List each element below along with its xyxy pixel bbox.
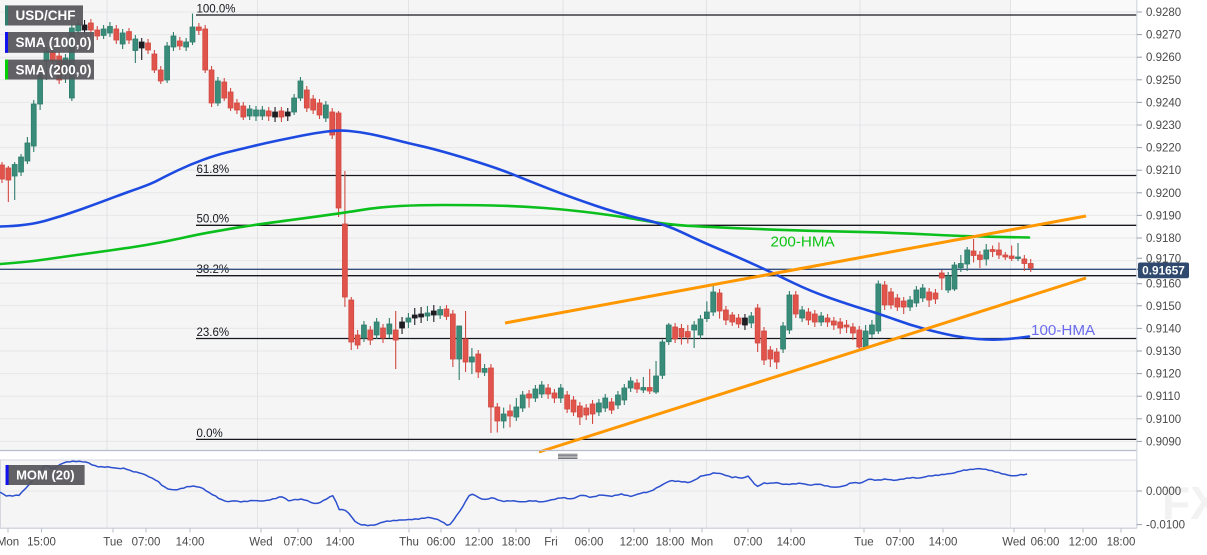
svg-text:18:00: 18:00 [502,537,531,549]
svg-text:50.0%: 50.0% [197,214,230,226]
svg-text:14:00: 14:00 [777,537,806,549]
svg-text:0.9200: 0.9200 [1146,188,1181,200]
svg-text:07:00: 07:00 [132,537,161,549]
svg-text:Fri: Fri [544,537,557,549]
svg-text:0.9250: 0.9250 [1146,75,1181,87]
svg-text:14:00: 14:00 [929,537,958,549]
svg-text:0.0000: 0.0000 [1146,486,1181,498]
svg-text:0.9130: 0.9130 [1146,346,1181,358]
svg-text:Thu: Thu [399,537,419,549]
svg-text:06:00: 06:00 [575,537,604,549]
svg-text:14:00: 14:00 [326,537,355,549]
svg-text:SMA (100,0): SMA (100,0) [16,35,92,50]
svg-text:100-HMA: 100-HMA [1031,322,1096,339]
svg-text:18:00: 18:00 [656,537,685,549]
svg-text:07:00: 07:00 [886,537,915,549]
svg-text:15:00: 15:00 [27,537,56,549]
svg-text:07:00: 07:00 [284,537,313,549]
svg-text:0.9150: 0.9150 [1146,301,1181,313]
svg-text:0.9190: 0.9190 [1146,210,1181,222]
svg-text:FX: FX [1162,477,1207,529]
svg-text:07:00: 07:00 [734,537,763,549]
svg-text:0.91657: 0.91657 [1142,263,1185,277]
svg-text:61.8%: 61.8% [197,164,230,176]
svg-text:200-HMA: 200-HMA [771,234,836,251]
svg-text:0.9140: 0.9140 [1146,323,1181,335]
svg-text:0.9180: 0.9180 [1146,233,1181,245]
svg-text:Wed: Wed [249,537,272,549]
svg-text:Wed: Wed [1002,537,1025,549]
svg-text:Mon: Mon [691,537,713,549]
svg-text:06:00: 06:00 [1031,537,1060,549]
svg-text:100.0%: 100.0% [197,3,236,15]
svg-text:0.9240: 0.9240 [1146,97,1181,109]
svg-text:38.2%: 38.2% [197,264,230,276]
svg-text:0.9160: 0.9160 [1146,279,1181,291]
svg-text:0.9210: 0.9210 [1146,165,1181,177]
svg-text:Mon: Mon [0,537,19,549]
svg-text:12:00: 12:00 [1069,537,1098,549]
svg-text:SMA (200,0): SMA (200,0) [16,62,92,77]
svg-text:0.9260: 0.9260 [1146,52,1181,64]
svg-text:0.9120: 0.9120 [1146,369,1181,381]
svg-text:06:00: 06:00 [427,537,456,549]
svg-text:0.9090: 0.9090 [1146,436,1181,448]
svg-text:Tue: Tue [854,537,873,549]
svg-text:14:00: 14:00 [176,537,205,549]
svg-text:0.0%: 0.0% [197,428,223,440]
svg-text:23.6%: 23.6% [197,327,230,339]
svg-text:18:00: 18:00 [1107,537,1136,549]
svg-text:Tue: Tue [103,537,122,549]
svg-text:0.9100: 0.9100 [1146,414,1181,426]
svg-text:0.9170: 0.9170 [1146,253,1181,265]
svg-text:0.9220: 0.9220 [1146,143,1181,155]
svg-text:0.9270: 0.9270 [1146,30,1181,42]
svg-text:MOM (20): MOM (20) [16,468,75,483]
svg-text:-0.0100: -0.0100 [1146,520,1185,532]
svg-text:USD/CHF: USD/CHF [16,8,76,23]
svg-text:12:00: 12:00 [465,537,494,549]
svg-text:0.9230: 0.9230 [1146,120,1181,132]
svg-text:0.9110: 0.9110 [1146,391,1180,403]
svg-text:12:00: 12:00 [620,537,649,549]
svg-text:0.9280: 0.9280 [1146,7,1181,19]
